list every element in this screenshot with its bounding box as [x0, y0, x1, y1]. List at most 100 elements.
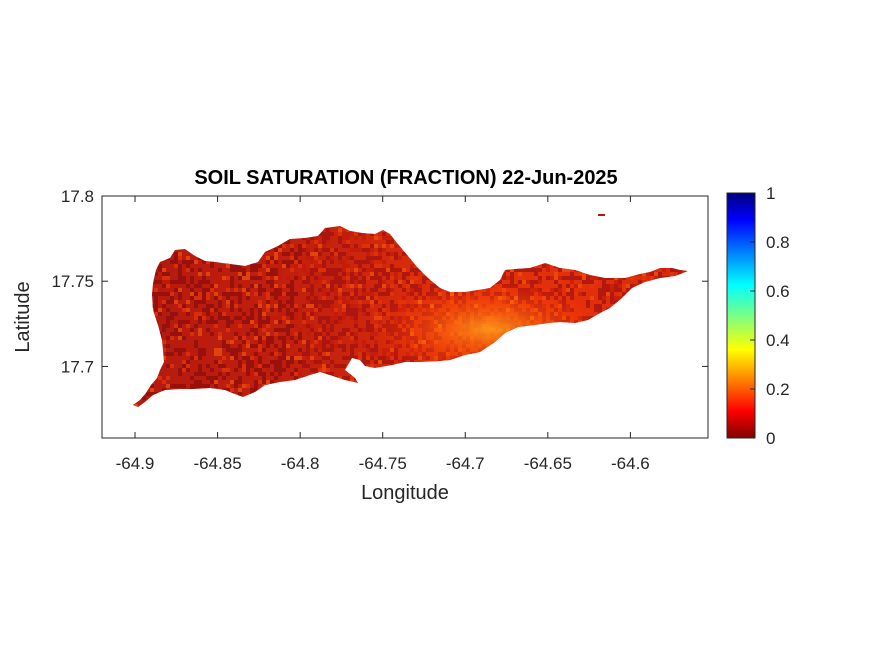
grid-cell: [522, 372, 526, 376]
grid-cell: [538, 248, 542, 252]
grid-cell: [138, 296, 142, 300]
grid-cell: [610, 388, 614, 392]
grid-cell: [506, 352, 510, 356]
grid-cell: [534, 252, 538, 256]
grid-cell: [634, 352, 638, 356]
grid-cell: [450, 232, 454, 236]
grid-cell: [422, 236, 426, 240]
grid-cell: [686, 376, 688, 380]
grid-cell: [626, 392, 630, 396]
grid-cell: [490, 396, 494, 400]
grid-cell: [574, 236, 578, 240]
grid-cell: [578, 344, 582, 348]
grid-cell: [462, 284, 466, 288]
grid-cell: [182, 408, 186, 412]
grid-cell: [510, 404, 514, 407]
grid-cell: [554, 356, 558, 360]
grid-cell: [438, 244, 442, 248]
grid-cell: [478, 352, 482, 356]
grid-cell: [302, 404, 306, 407]
grid-cell: [430, 380, 434, 384]
grid-cell: [582, 356, 586, 360]
grid-cell: [658, 348, 662, 352]
grid-cell: [454, 226, 458, 228]
grid-cell: [438, 368, 442, 372]
grid-cell: [354, 372, 358, 376]
grid-cell: [630, 292, 634, 296]
grid-cell: [278, 240, 282, 244]
grid-cell: [530, 328, 534, 332]
grid-cell: [366, 368, 370, 372]
grid-cell: [458, 288, 462, 292]
grid-cell: [386, 396, 390, 400]
grid-cell: [222, 226, 226, 228]
grid-cell: [586, 376, 590, 380]
grid-cell: [414, 404, 418, 407]
grid-cell: [474, 252, 478, 256]
grid-cell: [610, 392, 614, 396]
grid-cell: [150, 312, 154, 316]
grid-cell: [650, 236, 654, 240]
grid-cell: [614, 352, 618, 356]
grid-cell: [574, 332, 578, 336]
grid-cell: [642, 340, 646, 344]
grid-cell: [630, 320, 634, 324]
grid-cell: [482, 380, 486, 384]
grid-cell: [686, 272, 688, 276]
grid-cell: [594, 328, 598, 332]
grid-cell: [294, 226, 298, 228]
grid-cell: [246, 244, 250, 248]
grid-cell: [646, 368, 650, 372]
grid-cell: [654, 408, 658, 412]
grid-cell: [442, 236, 446, 240]
grid-cell: [622, 356, 626, 360]
grid-cell: [358, 372, 362, 376]
grid-cell: [670, 312, 674, 316]
colorbar-tick-label: 1: [766, 184, 775, 203]
grid-cell: [690, 360, 694, 364]
grid-cell: [134, 292, 138, 296]
grid-cell: [194, 226, 198, 228]
grid-cell: [550, 252, 554, 256]
grid-cell: [658, 400, 662, 404]
grid-cell: [506, 256, 510, 260]
grid-cell: [650, 388, 654, 392]
grid-cell: [506, 364, 510, 368]
grid-cell: [470, 408, 474, 412]
grid-cell: [606, 244, 610, 248]
grid-cell: [562, 400, 566, 404]
grid-cell: [658, 328, 662, 332]
grid-cell: [626, 340, 630, 344]
grid-cell: [578, 396, 582, 400]
grid-cell: [398, 228, 402, 232]
grid-cell: [630, 240, 634, 244]
grid-cell: [682, 226, 686, 228]
grid-cell: [142, 368, 146, 372]
grid-cell: [270, 392, 274, 396]
x-tick-label: -64.65: [524, 454, 572, 473]
grid-cell: [606, 388, 610, 392]
grid-cell: [654, 404, 658, 407]
grid-cell: [158, 344, 162, 348]
grid-cell: [618, 392, 622, 396]
grid-cell: [386, 404, 390, 407]
grid-cell: [574, 344, 578, 348]
grid-cell: [454, 376, 458, 380]
grid-cell: [562, 328, 566, 332]
grid-cell: [622, 332, 626, 336]
grid-cell: [174, 392, 178, 396]
grid-cell: [630, 340, 634, 344]
grid-cell: [538, 236, 542, 240]
grid-cell: [518, 356, 522, 360]
grid-cell: [686, 324, 688, 328]
grid-cell: [218, 240, 222, 244]
grid-cell: [526, 232, 530, 236]
grid-cell: [230, 244, 234, 248]
grid-cell: [546, 252, 550, 256]
grid-cell: [242, 236, 246, 240]
grid-cell: [598, 352, 602, 356]
grid-cell: [446, 372, 450, 376]
grid-cell: [133, 268, 134, 272]
grid-cell: [574, 372, 578, 376]
grid-cell: [602, 252, 606, 256]
